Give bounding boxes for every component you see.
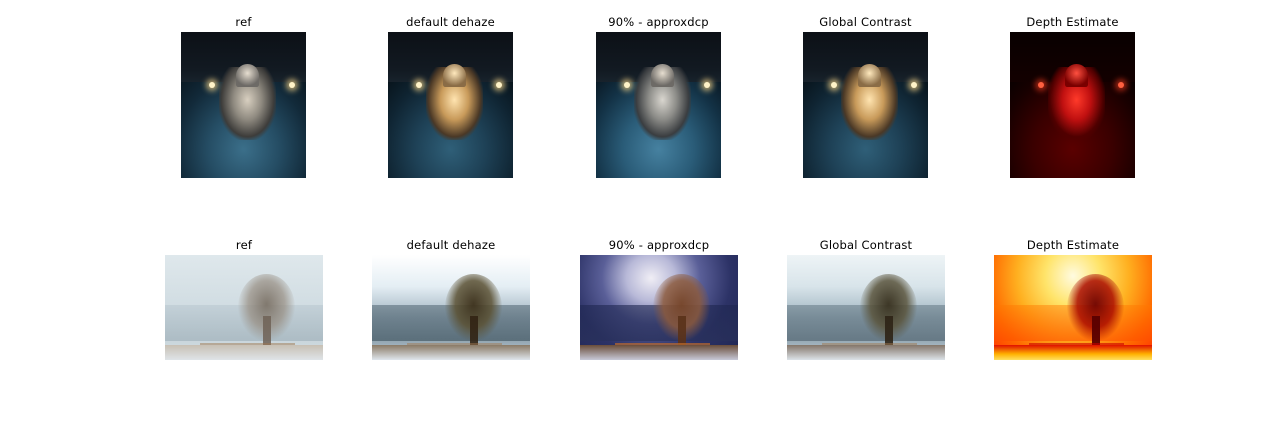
panel-title: Depth Estimate — [1026, 238, 1120, 252]
panel-title: default dehaze — [406, 238, 496, 252]
panel-r1-approxdcp: 90% - approxdcp — [596, 15, 721, 178]
foggy-tree-image — [165, 255, 323, 360]
night-cathedral-image — [388, 32, 513, 178]
panel-r2-global-contrast: Global Contrast — [787, 238, 945, 360]
night-cathedral-image — [181, 32, 306, 178]
foggy-tree-image — [372, 255, 530, 360]
panel-r2-default-dehaze: default dehaze — [372, 238, 530, 360]
panel-title: Depth Estimate — [1026, 15, 1119, 29]
panel-title: 90% - approxdcp — [608, 15, 709, 29]
panel-r2-depth-estimate: Depth Estimate — [994, 238, 1152, 360]
panel-title: Global Contrast — [819, 15, 912, 29]
panel-r2-approxdcp: 90% - approxdcp — [580, 238, 738, 360]
depth-map-image — [994, 255, 1152, 360]
panel-r2-ref: ref — [165, 238, 323, 360]
panel-title: ref — [235, 238, 253, 252]
panel-title: default dehaze — [406, 15, 495, 29]
panel-title: 90% - approxdcp — [608, 238, 710, 252]
panel-r1-depth-estimate: Depth Estimate — [1010, 15, 1135, 178]
panel-title: Global Contrast — [819, 238, 913, 252]
night-cathedral-image — [596, 32, 721, 178]
panel-title: ref — [235, 15, 252, 29]
panel-r1-default-dehaze: default dehaze — [388, 15, 513, 178]
panel-r1-global-contrast: Global Contrast — [803, 15, 928, 178]
foggy-tree-image — [787, 255, 945, 360]
panel-r1-ref: ref — [181, 15, 306, 178]
foggy-tree-image — [580, 255, 738, 360]
night-cathedral-image — [803, 32, 928, 178]
depth-map-image — [1010, 32, 1135, 178]
